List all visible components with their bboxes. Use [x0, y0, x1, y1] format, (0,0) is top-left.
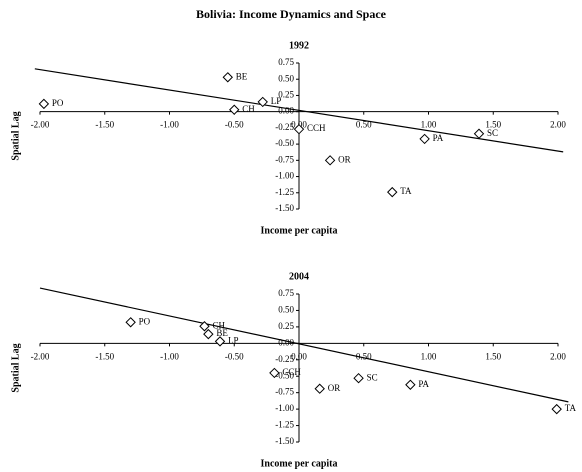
data-point	[229, 104, 240, 115]
fit-line	[39, 287, 569, 403]
y-tick-label: -0.75	[275, 154, 294, 164]
data-point	[473, 128, 485, 139]
data-point	[38, 98, 50, 110]
x-tick-label: 1.50	[485, 120, 501, 130]
point-label: OR	[328, 383, 341, 393]
x-tick-label: -0.50	[225, 120, 244, 130]
data-point	[405, 379, 416, 390]
data-point	[293, 123, 305, 135]
y-tick-label: 0.25	[278, 321, 294, 331]
y-axis-title: Spatial Lag	[10, 111, 21, 160]
point-label: CCH	[307, 123, 326, 133]
point-label: CCH	[282, 367, 301, 377]
data-point	[419, 133, 430, 145]
y-tick-label: -1.25	[275, 420, 294, 430]
point-label: SC	[367, 372, 378, 382]
x-tick-label: 0.00	[291, 351, 307, 361]
x-tick-label: 0.50	[356, 351, 372, 361]
point-label: PA	[433, 133, 444, 143]
data-point	[387, 186, 398, 198]
point-label: CH	[212, 320, 225, 330]
point-label: LP	[228, 335, 239, 345]
y-tick-label: -1.25	[275, 187, 294, 197]
point-label: OR	[338, 154, 351, 164]
x-tick-label: -2.00	[31, 120, 50, 130]
point-label: TA	[400, 186, 412, 196]
point-label: LP	[271, 96, 282, 106]
data-point	[257, 96, 268, 108]
data-point	[353, 372, 364, 384]
y-tick-label: 0.00	[278, 106, 294, 116]
y-tick-label: 0.75	[278, 57, 294, 67]
data-point	[203, 328, 214, 340]
x-tick-label: -1.00	[160, 120, 179, 130]
data-point	[551, 403, 562, 415]
point-label: TA	[565, 403, 577, 413]
point-label: BE	[236, 71, 248, 81]
data-point	[222, 72, 233, 83]
data-point	[269, 367, 280, 379]
y-tick-label: -0.25	[275, 122, 294, 132]
x-tick-label: 2.00	[550, 351, 566, 361]
x-tick-label: -2.00	[31, 351, 50, 361]
y-tick-label: -0.50	[275, 138, 294, 148]
y-tick-label: 0.50	[278, 73, 294, 83]
data-point	[125, 317, 136, 328]
x-tick-label: -1.00	[160, 351, 179, 361]
y-tick-label: -1.00	[275, 403, 294, 413]
y-tick-label: -0.75	[275, 387, 294, 397]
x-tick-label: -1.50	[95, 351, 114, 361]
x-tick-label: -1.50	[95, 120, 114, 130]
panel-title: 1992	[289, 40, 309, 51]
data-point	[214, 336, 226, 347]
x-tick-label: 1.00	[421, 351, 437, 361]
y-tick-label: 0.75	[278, 288, 294, 298]
x-tick-label: 1.50	[485, 351, 501, 361]
y-tick-label: -1.50	[275, 203, 294, 213]
y-tick-label: -1.00	[275, 171, 294, 181]
fit-line	[34, 68, 564, 153]
y-tick-label: 0.50	[278, 305, 294, 315]
x-tick-label: 2.00	[550, 120, 566, 130]
y-tick-label: -0.50	[275, 370, 294, 380]
point-label: CH	[242, 104, 255, 114]
data-point	[324, 155, 336, 166]
x-axis-title: Income per capita	[260, 458, 337, 469]
x-axis-title: Income per capita	[260, 225, 337, 236]
y-tick-label: 0.00	[278, 337, 294, 347]
x-tick-label: 1.00	[421, 120, 437, 130]
point-label: PO	[52, 98, 64, 108]
x-tick-label: 0.50	[356, 120, 372, 130]
point-label: PA	[418, 379, 429, 389]
chart-title: Bolivia: Income Dynamics and Space	[196, 7, 387, 21]
y-tick-label: 0.25	[278, 90, 294, 100]
y-tick-label: -0.25	[275, 354, 294, 364]
point-label: BE	[216, 328, 228, 338]
point-label: SC	[487, 128, 498, 138]
data-point	[314, 383, 325, 394]
data-point	[199, 321, 210, 332]
point-label: PO	[139, 316, 151, 326]
y-axis-title: Spatial Lag	[10, 343, 21, 392]
panel-title: 2004	[289, 271, 309, 282]
y-tick-label: -1.50	[275, 436, 294, 446]
x-tick-label: -0.50	[225, 351, 244, 361]
